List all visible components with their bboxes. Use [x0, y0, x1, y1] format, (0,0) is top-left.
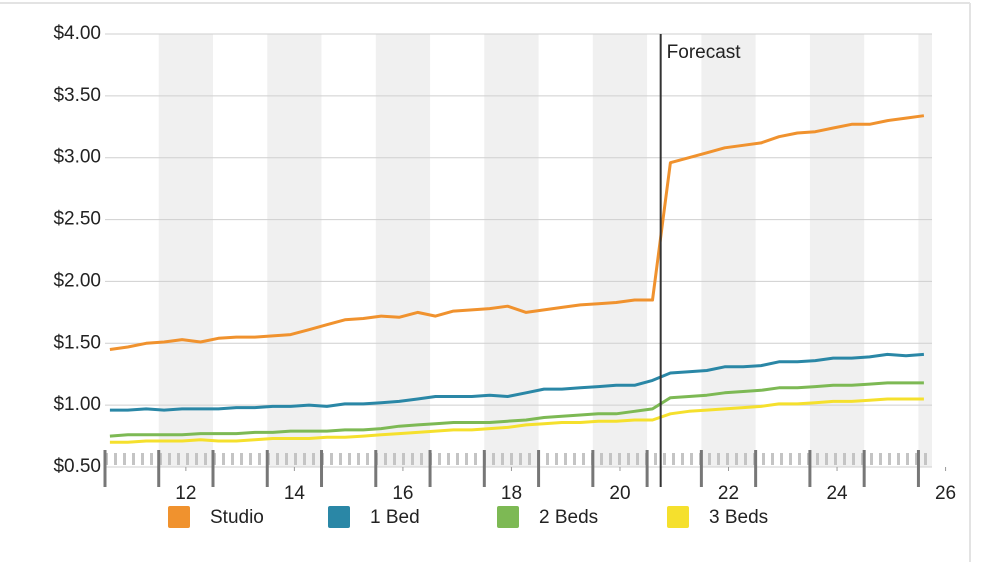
legend-label: 1 Bed — [370, 507, 420, 528]
legend-swatch — [667, 506, 689, 528]
band — [484, 34, 539, 467]
series-line — [109, 114, 925, 351]
band — [592, 34, 648, 467]
x-tick-label: 22 — [718, 483, 739, 504]
band — [809, 34, 865, 467]
band — [918, 34, 932, 467]
legend-label: Studio — [210, 507, 264, 528]
y-tick-label: $1.50 — [53, 332, 101, 353]
lines: Forecast — [109, 34, 925, 487]
x-tick-label: 26 — [935, 483, 956, 504]
legend-swatch — [328, 506, 350, 528]
legend-label: 2 Beds — [539, 507, 598, 528]
y-tick-label: $2.50 — [53, 209, 101, 230]
x-tick-label: 14 — [284, 483, 306, 504]
x-tick-label: 24 — [826, 483, 848, 504]
series-line — [109, 381, 924, 438]
legend-swatch — [168, 506, 190, 528]
x-tick-label: 20 — [609, 483, 630, 504]
band — [375, 34, 431, 467]
legend-swatch — [497, 506, 519, 528]
band — [701, 34, 756, 467]
bands — [158, 34, 932, 467]
y-tick-label: $3.00 — [53, 147, 101, 168]
series-line — [109, 397, 924, 444]
y-tick-label: $1.00 — [53, 394, 101, 415]
x-tick-label: 12 — [175, 483, 196, 504]
legend-label: 3 Beds — [709, 507, 768, 528]
series-line — [109, 352, 925, 412]
y-tick-label: $4.00 — [53, 23, 101, 44]
y-tick-label: $2.00 — [53, 270, 101, 291]
band — [267, 34, 322, 467]
y-tick-label: $0.50 — [53, 456, 101, 477]
grid: $0.50 $1.00 $1.50 $2.00 $2.50 $3.00 $3.50 $4.00 — [53, 23, 932, 477]
band — [158, 34, 213, 467]
x-tick-label: 18 — [501, 483, 522, 504]
legend: Studio 1 Bed 2 Beds 3 Beds — [168, 506, 768, 528]
x-axis: 12 14 16 18 20 22 24 26 — [103, 450, 956, 504]
forecast-label: Forecast — [667, 42, 742, 63]
x-tick-label: 16 — [392, 483, 413, 504]
y-tick-label: $3.50 — [53, 85, 101, 106]
